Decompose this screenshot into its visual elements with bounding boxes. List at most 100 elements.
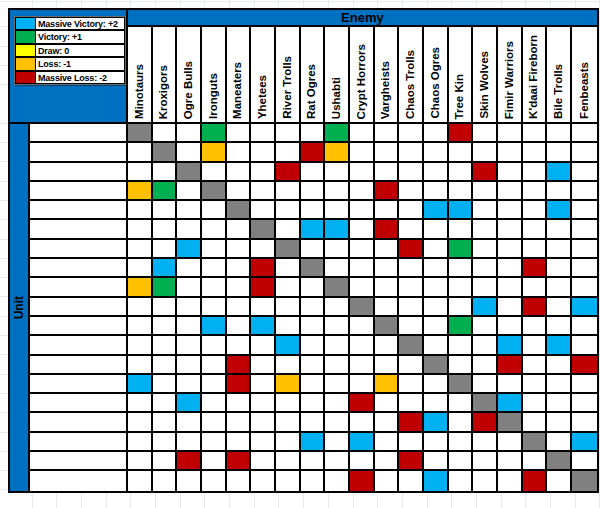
matrix-cell-k-daai-fireborn-vs-k-daai-fireborn[interactable] — [523, 433, 548, 452]
matrix-cell-kroxigors-vs-skin-wolves[interactable] — [473, 143, 498, 162]
matrix-cell-ogre-bulls-vs-kroxigors[interactable] — [153, 163, 178, 182]
matrix-cell-yhetees-vs-fenbeasts[interactable] — [572, 220, 597, 239]
matrix-cell-maneaters-vs-k-daai-fireborn[interactable] — [523, 201, 548, 220]
matrix-cell-ogre-bulls-vs-vargheists[interactable] — [375, 163, 400, 182]
matrix-cell-fenbeasts-vs-skin-wolves[interactable] — [473, 471, 498, 490]
matrix-cell-rat-ogres-vs-chaos-trolls[interactable] — [399, 259, 424, 278]
matrix-cell-ironguts-vs-kroxigors[interactable] — [153, 182, 178, 201]
matrix-cell-crypt-horrors-vs-vargheists[interactable] — [375, 298, 400, 317]
matrix-cell-crypt-horrors-vs-skin-wolves[interactable] — [473, 298, 498, 317]
matrix-cell-tree-kin-vs-chaos-ogres[interactable] — [424, 375, 449, 394]
matrix-cell-crypt-horrors-vs-bile-trolls[interactable] — [547, 298, 572, 317]
matrix-cell-fimir-warriors-vs-bile-trolls[interactable] — [547, 413, 572, 432]
matrix-cell-crypt-horrors-vs-fimir-warriors[interactable] — [498, 298, 523, 317]
matrix-cell-kroxigors-vs-k-daai-fireborn[interactable] — [523, 143, 548, 162]
matrix-cell-chaos-ogres-vs-bile-trolls[interactable] — [547, 356, 572, 375]
matrix-cell-k-daai-fireborn-vs-minotaurs[interactable] — [128, 433, 153, 452]
matrix-cell-minotaurs-vs-vargheists[interactable] — [375, 124, 400, 143]
matrix-cell-river-trolls-vs-maneaters[interactable] — [227, 240, 252, 259]
matrix-cell-vargheists-vs-maneaters[interactable] — [227, 317, 252, 336]
matrix-cell-crypt-horrors-vs-maneaters[interactable] — [227, 298, 252, 317]
matrix-cell-chaos-trolls-vs-ogre-bulls[interactable] — [177, 336, 202, 355]
matrix-cell-yhetees-vs-tree-kin[interactable] — [449, 220, 474, 239]
matrix-cell-tree-kin-vs-ushabti[interactable] — [325, 375, 350, 394]
matrix-cell-minotaurs-vs-chaos-ogres[interactable] — [424, 124, 449, 143]
matrix-cell-ironguts-vs-minotaurs[interactable] — [128, 182, 153, 201]
matrix-cell-bile-trolls-vs-maneaters[interactable] — [227, 452, 252, 471]
matrix-cell-k-daai-fireborn-vs-skin-wolves[interactable] — [473, 433, 498, 452]
matrix-cell-skin-wolves-vs-chaos-ogres[interactable] — [424, 394, 449, 413]
matrix-cell-ogre-bulls-vs-rat-ogres[interactable] — [301, 163, 326, 182]
matrix-cell-skin-wolves-vs-crypt-horrors[interactable] — [350, 394, 375, 413]
matrix-cell-skin-wolves-vs-skin-wolves[interactable] — [473, 394, 498, 413]
matrix-cell-ironguts-vs-crypt-horrors[interactable] — [350, 182, 375, 201]
matrix-cell-rat-ogres-vs-fenbeasts[interactable] — [572, 259, 597, 278]
matrix-cell-rat-ogres-vs-maneaters[interactable] — [227, 259, 252, 278]
matrix-cell-river-trolls-vs-vargheists[interactable] — [375, 240, 400, 259]
matrix-cell-yhetees-vs-maneaters[interactable] — [227, 220, 252, 239]
matrix-cell-bile-trolls-vs-fimir-warriors[interactable] — [498, 452, 523, 471]
matrix-cell-skin-wolves-vs-k-daai-fireborn[interactable] — [523, 394, 548, 413]
matrix-cell-maneaters-vs-vargheists[interactable] — [375, 201, 400, 220]
matrix-cell-yhetees-vs-fimir-warriors[interactable] — [498, 220, 523, 239]
matrix-cell-maneaters-vs-river-trolls[interactable] — [276, 201, 301, 220]
matrix-cell-kroxigors-vs-ushabti[interactable] — [325, 143, 350, 162]
matrix-cell-yhetees-vs-minotaurs[interactable] — [128, 220, 153, 239]
matrix-cell-fenbeasts-vs-ushabti[interactable] — [325, 471, 350, 490]
matrix-cell-crypt-horrors-vs-chaos-ogres[interactable] — [424, 298, 449, 317]
matrix-cell-kroxigors-vs-ogre-bulls[interactable] — [177, 143, 202, 162]
matrix-cell-kroxigors-vs-tree-kin[interactable] — [449, 143, 474, 162]
matrix-cell-bile-trolls-vs-tree-kin[interactable] — [449, 452, 474, 471]
matrix-cell-ushabti-vs-tree-kin[interactable] — [449, 278, 474, 297]
matrix-cell-chaos-ogres-vs-fimir-warriors[interactable] — [498, 356, 523, 375]
matrix-cell-minotaurs-vs-tree-kin[interactable] — [449, 124, 474, 143]
matrix-cell-bile-trolls-vs-ogre-bulls[interactable] — [177, 452, 202, 471]
matrix-cell-tree-kin-vs-crypt-horrors[interactable] — [350, 375, 375, 394]
matrix-cell-vargheists-vs-minotaurs[interactable] — [128, 317, 153, 336]
matrix-cell-fimir-warriors-vs-fimir-warriors[interactable] — [498, 413, 523, 432]
matrix-cell-chaos-trolls-vs-fimir-warriors[interactable] — [498, 336, 523, 355]
matrix-cell-chaos-ogres-vs-k-daai-fireborn[interactable] — [523, 356, 548, 375]
matrix-cell-ogre-bulls-vs-ogre-bulls[interactable] — [177, 163, 202, 182]
matrix-cell-kroxigors-vs-yhetees[interactable] — [251, 143, 276, 162]
matrix-cell-vargheists-vs-crypt-horrors[interactable] — [350, 317, 375, 336]
matrix-cell-bile-trolls-vs-kroxigors[interactable] — [153, 452, 178, 471]
matrix-cell-bile-trolls-vs-chaos-trolls[interactable] — [399, 452, 424, 471]
matrix-cell-fimir-warriors-vs-minotaurs[interactable] — [128, 413, 153, 432]
matrix-cell-minotaurs-vs-fimir-warriors[interactable] — [498, 124, 523, 143]
matrix-cell-river-trolls-vs-ogre-bulls[interactable] — [177, 240, 202, 259]
matrix-cell-rat-ogres-vs-bile-trolls[interactable] — [547, 259, 572, 278]
matrix-cell-yhetees-vs-k-daai-fireborn[interactable] — [523, 220, 548, 239]
matrix-cell-ironguts-vs-tree-kin[interactable] — [449, 182, 474, 201]
matrix-cell-ogre-bulls-vs-fimir-warriors[interactable] — [498, 163, 523, 182]
matrix-cell-fimir-warriors-vs-ogre-bulls[interactable] — [177, 413, 202, 432]
matrix-cell-minotaurs-vs-ogre-bulls[interactable] — [177, 124, 202, 143]
matrix-cell-minotaurs-vs-rat-ogres[interactable] — [301, 124, 326, 143]
matrix-cell-k-daai-fireborn-vs-fenbeasts[interactable] — [572, 433, 597, 452]
matrix-cell-crypt-horrors-vs-minotaurs[interactable] — [128, 298, 153, 317]
matrix-cell-river-trolls-vs-fimir-warriors[interactable] — [498, 240, 523, 259]
matrix-cell-minotaurs-vs-chaos-trolls[interactable] — [399, 124, 424, 143]
matrix-cell-rat-ogres-vs-chaos-ogres[interactable] — [424, 259, 449, 278]
matrix-cell-fenbeasts-vs-ironguts[interactable] — [202, 471, 227, 490]
matrix-cell-crypt-horrors-vs-kroxigors[interactable] — [153, 298, 178, 317]
matrix-cell-maneaters-vs-ironguts[interactable] — [202, 201, 227, 220]
matrix-cell-fenbeasts-vs-yhetees[interactable] — [251, 471, 276, 490]
matrix-cell-minotaurs-vs-ushabti[interactable] — [325, 124, 350, 143]
matrix-cell-ogre-bulls-vs-minotaurs[interactable] — [128, 163, 153, 182]
matrix-cell-ironguts-vs-river-trolls[interactable] — [276, 182, 301, 201]
matrix-cell-maneaters-vs-bile-trolls[interactable] — [547, 201, 572, 220]
matrix-cell-chaos-ogres-vs-maneaters[interactable] — [227, 356, 252, 375]
matrix-cell-fenbeasts-vs-kroxigors[interactable] — [153, 471, 178, 490]
matrix-cell-river-trolls-vs-fenbeasts[interactable] — [572, 240, 597, 259]
matrix-cell-k-daai-fireborn-vs-fimir-warriors[interactable] — [498, 433, 523, 452]
matrix-cell-yhetees-vs-kroxigors[interactable] — [153, 220, 178, 239]
matrix-cell-fimir-warriors-vs-skin-wolves[interactable] — [473, 413, 498, 432]
matrix-cell-rat-ogres-vs-vargheists[interactable] — [375, 259, 400, 278]
matrix-cell-river-trolls-vs-k-daai-fireborn[interactable] — [523, 240, 548, 259]
matrix-cell-ironguts-vs-fenbeasts[interactable] — [572, 182, 597, 201]
matrix-cell-ogre-bulls-vs-ushabti[interactable] — [325, 163, 350, 182]
matrix-cell-fimir-warriors-vs-ushabti[interactable] — [325, 413, 350, 432]
matrix-cell-skin-wolves-vs-river-trolls[interactable] — [276, 394, 301, 413]
matrix-cell-kroxigors-vs-fenbeasts[interactable] — [572, 143, 597, 162]
